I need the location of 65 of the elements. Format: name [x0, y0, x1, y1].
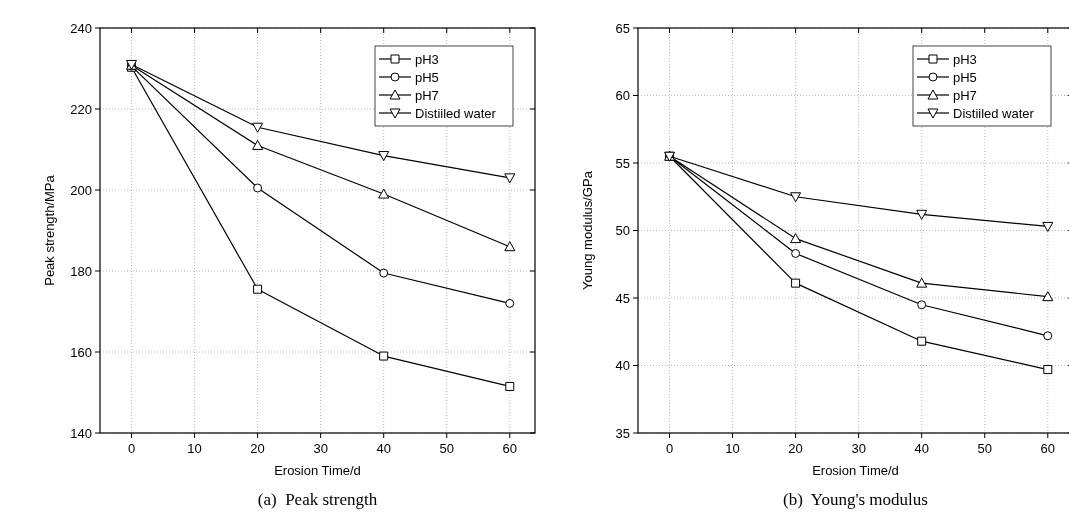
x-tick-label: 60	[1040, 441, 1056, 456]
legend-label: pH3	[953, 51, 977, 67]
y-tick-label: 55	[615, 155, 630, 171]
point	[1043, 365, 1053, 375]
point	[379, 268, 389, 278]
legend-label: Distiiled water	[953, 105, 1035, 121]
x-axis-title: Erosion Time/d	[812, 463, 899, 478]
point	[1042, 221, 1054, 232]
x-tick-label: 40	[914, 441, 929, 456]
point	[505, 298, 515, 308]
text: (b) Young's modulus	[783, 490, 928, 509]
point	[1043, 331, 1053, 341]
point	[252, 122, 264, 133]
y-tick-label: 200	[70, 182, 92, 198]
point	[1042, 291, 1054, 302]
legend-label: Distiiled water	[415, 105, 497, 121]
y-axis-title: Young modulus/GPa	[580, 170, 595, 290]
point	[791, 278, 801, 288]
y-tick-label: 140	[70, 425, 92, 441]
x-tick-label: 50	[439, 441, 454, 456]
point	[252, 139, 264, 150]
y-tick-label: 45	[615, 290, 630, 306]
legend-label: pH3	[415, 51, 439, 67]
legend-label: pH5	[953, 69, 977, 85]
x-tick-label: 0	[127, 441, 136, 456]
x-axis-title: Erosion Time/d	[274, 463, 361, 478]
y-tick-label: 240	[70, 20, 92, 36]
legend-label: pH7	[415, 87, 439, 103]
x-tick-label: 30	[313, 441, 328, 456]
x-tick-label: 30	[851, 441, 866, 456]
point	[916, 209, 928, 220]
legend-label: pH7	[953, 87, 977, 103]
y-tick-label: 60	[615, 88, 630, 104]
text: (a) Peak strength	[257, 490, 378, 509]
x-tick-label: 0	[665, 441, 674, 456]
point	[505, 381, 515, 391]
x-tick-label: 40	[376, 441, 391, 456]
y-tick-label: 65	[615, 20, 630, 36]
point	[917, 336, 927, 346]
point	[253, 284, 263, 294]
point	[917, 300, 927, 310]
point	[504, 173, 516, 184]
x-tick-label: 60	[502, 441, 518, 456]
y-tick-label: 220	[70, 101, 92, 117]
point	[790, 192, 802, 203]
point	[916, 277, 928, 288]
x-tick-label: 20	[788, 441, 803, 456]
y-tick-label: 50	[615, 223, 630, 239]
y-tick-label: 40	[615, 358, 630, 374]
point	[253, 183, 263, 193]
point	[378, 188, 390, 199]
point	[378, 151, 390, 162]
x-tick-label: 10	[187, 441, 202, 456]
y-tick-label: 35	[615, 425, 630, 441]
point	[791, 248, 801, 258]
point	[790, 233, 802, 244]
y-axis-title: Peak strength/MPa	[42, 174, 57, 286]
point	[379, 351, 389, 361]
x-tick-label: 20	[250, 441, 265, 456]
y-tick-label: 180	[70, 263, 92, 279]
point	[504, 241, 516, 252]
x-tick-label: 50	[977, 441, 992, 456]
x-tick-label: 10	[725, 441, 740, 456]
legend-label: pH5	[415, 69, 439, 85]
y-tick-label: 160	[70, 344, 92, 360]
